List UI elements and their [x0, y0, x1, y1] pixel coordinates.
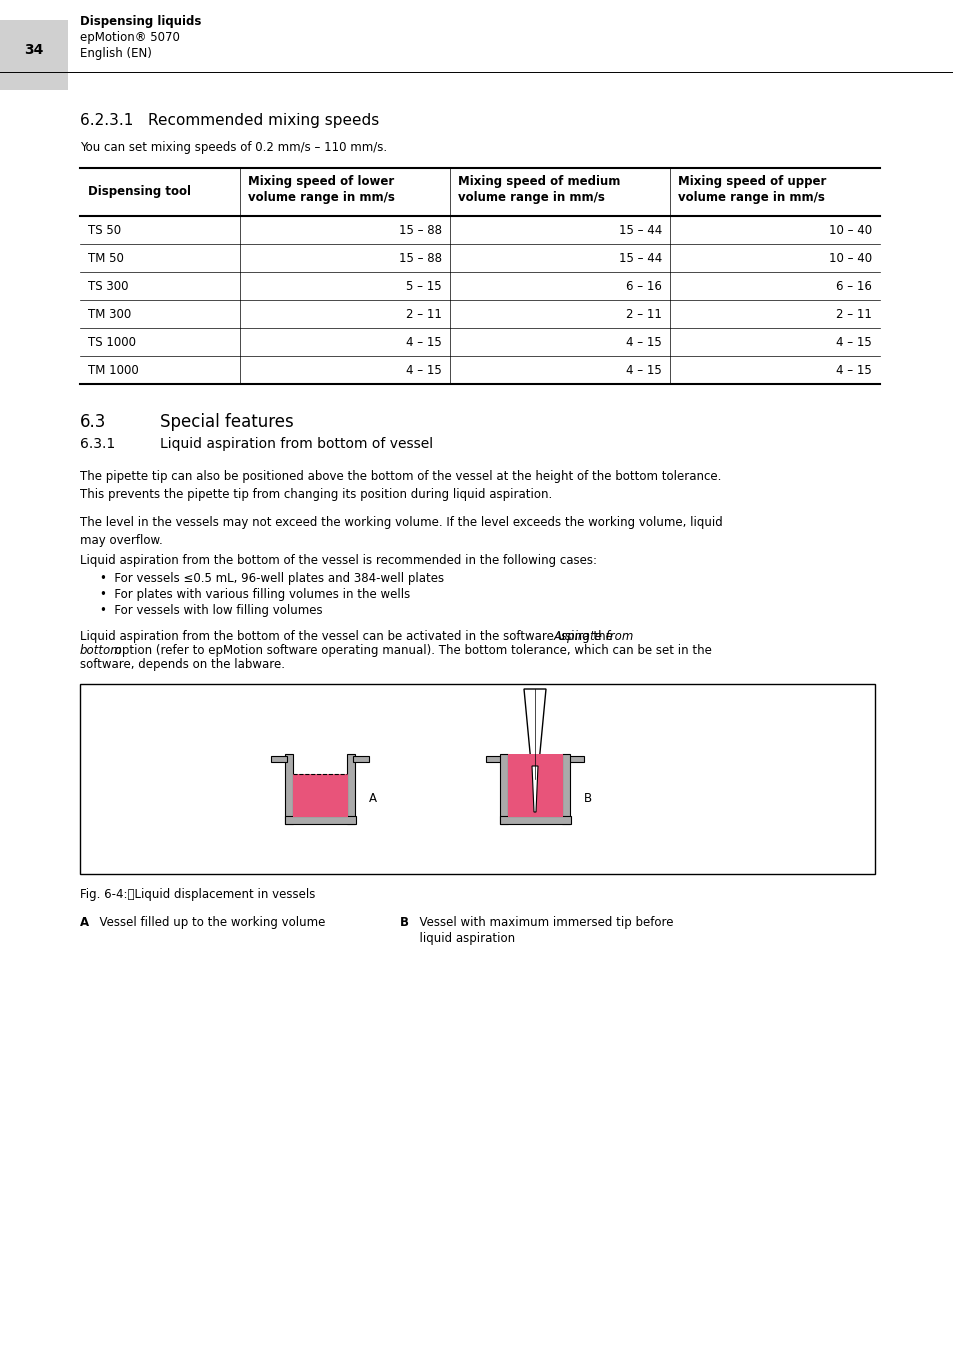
Text: B: B	[583, 792, 592, 806]
Text: option (refer to epMotion software operating manual). The bottom tolerance, whic: option (refer to epMotion software opera…	[112, 644, 711, 657]
Text: bottom: bottom	[80, 644, 123, 657]
Text: Vessel with maximum immersed tip before: Vessel with maximum immersed tip before	[412, 917, 673, 929]
Text: 4 – 15: 4 – 15	[836, 363, 871, 377]
Text: TS 50: TS 50	[88, 224, 121, 236]
Text: 34: 34	[24, 43, 44, 57]
Text: Dispensing tool: Dispensing tool	[88, 185, 191, 198]
Text: •  For vessels with low filling volumes: • For vessels with low filling volumes	[100, 603, 322, 617]
Text: 6.2.3.1   Recommended mixing speeds: 6.2.3.1 Recommended mixing speeds	[80, 112, 379, 127]
Text: software, depends on the labware.: software, depends on the labware.	[80, 657, 285, 671]
Text: volume range in mm/s: volume range in mm/s	[678, 192, 824, 204]
Bar	[485, 756, 501, 761]
Text: Vessel filled up to the working volume: Vessel filled up to the working volume	[91, 917, 325, 929]
Text: 6 – 16: 6 – 16	[625, 279, 661, 293]
Bar	[353, 756, 369, 761]
Text: Fig. 6-4:	Liquid displacement in vessels: Fig. 6-4: Liquid displacement in vessels	[80, 888, 315, 900]
Text: TM 1000: TM 1000	[88, 363, 138, 377]
Bar	[567, 756, 583, 761]
Text: TS 300: TS 300	[88, 279, 129, 293]
Bar	[347, 755, 355, 824]
Bar	[293, 774, 348, 817]
Text: 4 – 15: 4 – 15	[625, 363, 661, 377]
Text: 2 – 11: 2 – 11	[625, 308, 661, 320]
Text: Liquid aspiration from the bottom of the vessel can be activated in the software: Liquid aspiration from the bottom of the…	[80, 630, 616, 643]
Text: The pipette tip can also be positioned above the bottom of the vessel at the hei: The pipette tip can also be positioned a…	[80, 470, 720, 501]
Bar	[80, 684, 874, 873]
Text: 2 – 11: 2 – 11	[835, 308, 871, 320]
Text: 4 – 15: 4 – 15	[836, 336, 871, 348]
Text: •  For vessels ≤0.5 mL, 96-well plates and 384-well plates: • For vessels ≤0.5 mL, 96-well plates an…	[100, 572, 444, 585]
Text: liquid aspiration: liquid aspiration	[412, 931, 515, 945]
Text: B: B	[399, 917, 409, 929]
Text: epMotion® 5070: epMotion® 5070	[80, 31, 180, 45]
Text: Dispensing liquids: Dispensing liquids	[80, 15, 201, 28]
Text: 6 – 16: 6 – 16	[835, 279, 871, 293]
Text: Mixing speed of lower: Mixing speed of lower	[248, 176, 394, 189]
Bar	[271, 756, 287, 761]
Text: 2 – 11: 2 – 11	[406, 308, 441, 320]
Text: 10 – 40: 10 – 40	[828, 251, 871, 265]
Text: 15 – 88: 15 – 88	[398, 251, 441, 265]
Text: 4 – 15: 4 – 15	[625, 336, 661, 348]
Text: volume range in mm/s: volume range in mm/s	[248, 192, 395, 204]
Text: 15 – 44: 15 – 44	[618, 224, 661, 236]
Text: Mixing speed of medium: Mixing speed of medium	[457, 176, 619, 189]
Text: Aspirate from: Aspirate from	[553, 630, 633, 643]
Text: English (EN): English (EN)	[80, 47, 152, 61]
Text: •  For plates with various filling volumes in the wells: • For plates with various filling volume…	[100, 589, 410, 601]
Text: TM 300: TM 300	[88, 308, 132, 320]
Text: volume range in mm/s: volume range in mm/s	[457, 192, 604, 204]
Text: Liquid aspiration from bottom of vessel: Liquid aspiration from bottom of vessel	[160, 437, 433, 451]
Text: 15 – 88: 15 – 88	[398, 224, 441, 236]
Text: 6.3: 6.3	[80, 413, 107, 431]
Bar	[80, 167, 879, 383]
Text: TM 50: TM 50	[88, 251, 124, 265]
Text: TS 1000: TS 1000	[88, 336, 136, 348]
Text: A: A	[80, 917, 89, 929]
Bar	[499, 815, 571, 824]
Bar	[499, 755, 507, 824]
Text: A: A	[369, 792, 376, 806]
Text: Liquid aspiration from the bottom of the vessel is recommended in the following : Liquid aspiration from the bottom of the…	[80, 554, 597, 567]
Bar	[285, 815, 355, 824]
Text: You can set mixing speeds of 0.2 mm/s – 110 mm/s.: You can set mixing speeds of 0.2 mm/s – …	[80, 142, 387, 154]
Bar	[561, 755, 569, 824]
Text: 5 – 15: 5 – 15	[406, 279, 441, 293]
Text: Special features: Special features	[160, 413, 294, 431]
Bar	[0, 20, 68, 90]
Polygon shape	[532, 765, 537, 811]
Text: 6.3.1: 6.3.1	[80, 437, 115, 451]
Text: The level in the vessels may not exceed the working volume. If the level exceeds: The level in the vessels may not exceed …	[80, 516, 722, 547]
Text: 4 – 15: 4 – 15	[406, 336, 441, 348]
Text: Mixing speed of upper: Mixing speed of upper	[678, 176, 825, 189]
Bar	[507, 755, 562, 817]
Polygon shape	[523, 688, 545, 784]
Bar	[285, 755, 293, 824]
Text: 4 – 15: 4 – 15	[406, 363, 441, 377]
Text: 10 – 40: 10 – 40	[828, 224, 871, 236]
Text: 15 – 44: 15 – 44	[618, 251, 661, 265]
